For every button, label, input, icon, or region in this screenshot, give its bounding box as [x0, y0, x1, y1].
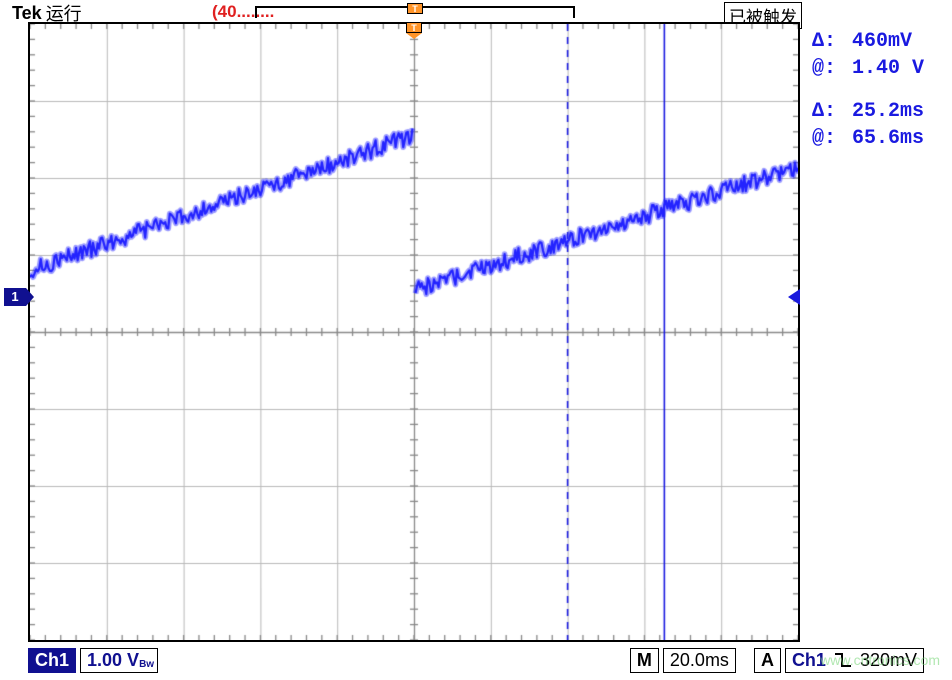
trig-mode-label: A	[754, 648, 781, 673]
brand-label: Tek	[12, 3, 42, 24]
at-label: @:	[812, 55, 840, 82]
record-length-bar: T	[255, 6, 575, 22]
delta-label: Δ:	[812, 28, 840, 55]
ch1-ground-marker: 1	[4, 288, 26, 306]
scope-top-bar: Tek 运行 (40........ T 已被触发	[12, 2, 802, 24]
voltage-abs-value: 1.40 V	[852, 57, 924, 80]
vdiv-readout: 1.00 V Bw	[80, 648, 158, 673]
time-delta-value: 25.2ms	[852, 100, 924, 123]
at-label-2: @:	[812, 125, 840, 152]
trigger-level-arrow-icon	[788, 289, 800, 305]
bandwidth-limit-icon: Bw	[139, 659, 154, 670]
trigger-position-marker-icon: T	[406, 22, 422, 36]
trigger-position-pointer-icon: T	[407, 3, 423, 17]
waveform-canvas	[30, 24, 798, 640]
scope-bottom-bar: Ch1 1.00 V Bw M 20.0ms A Ch1 320mV	[28, 646, 928, 674]
ch1-badge: Ch1	[28, 648, 76, 673]
timebase-readout: 20.0ms	[663, 648, 736, 673]
time-abs-value: 65.6ms	[852, 127, 924, 150]
timebase-label: M	[630, 648, 659, 673]
oscilloscope-graticule: T 1	[28, 22, 800, 642]
delta-label-2: Δ:	[812, 98, 840, 125]
watermark-text: www.cntronics.com	[820, 652, 940, 668]
voltage-delta-value: 460mV	[852, 30, 912, 53]
cursor-measurements: Δ: 460mV @: 1.40 V Δ: 25.2ms @: 65.6ms	[812, 28, 924, 168]
